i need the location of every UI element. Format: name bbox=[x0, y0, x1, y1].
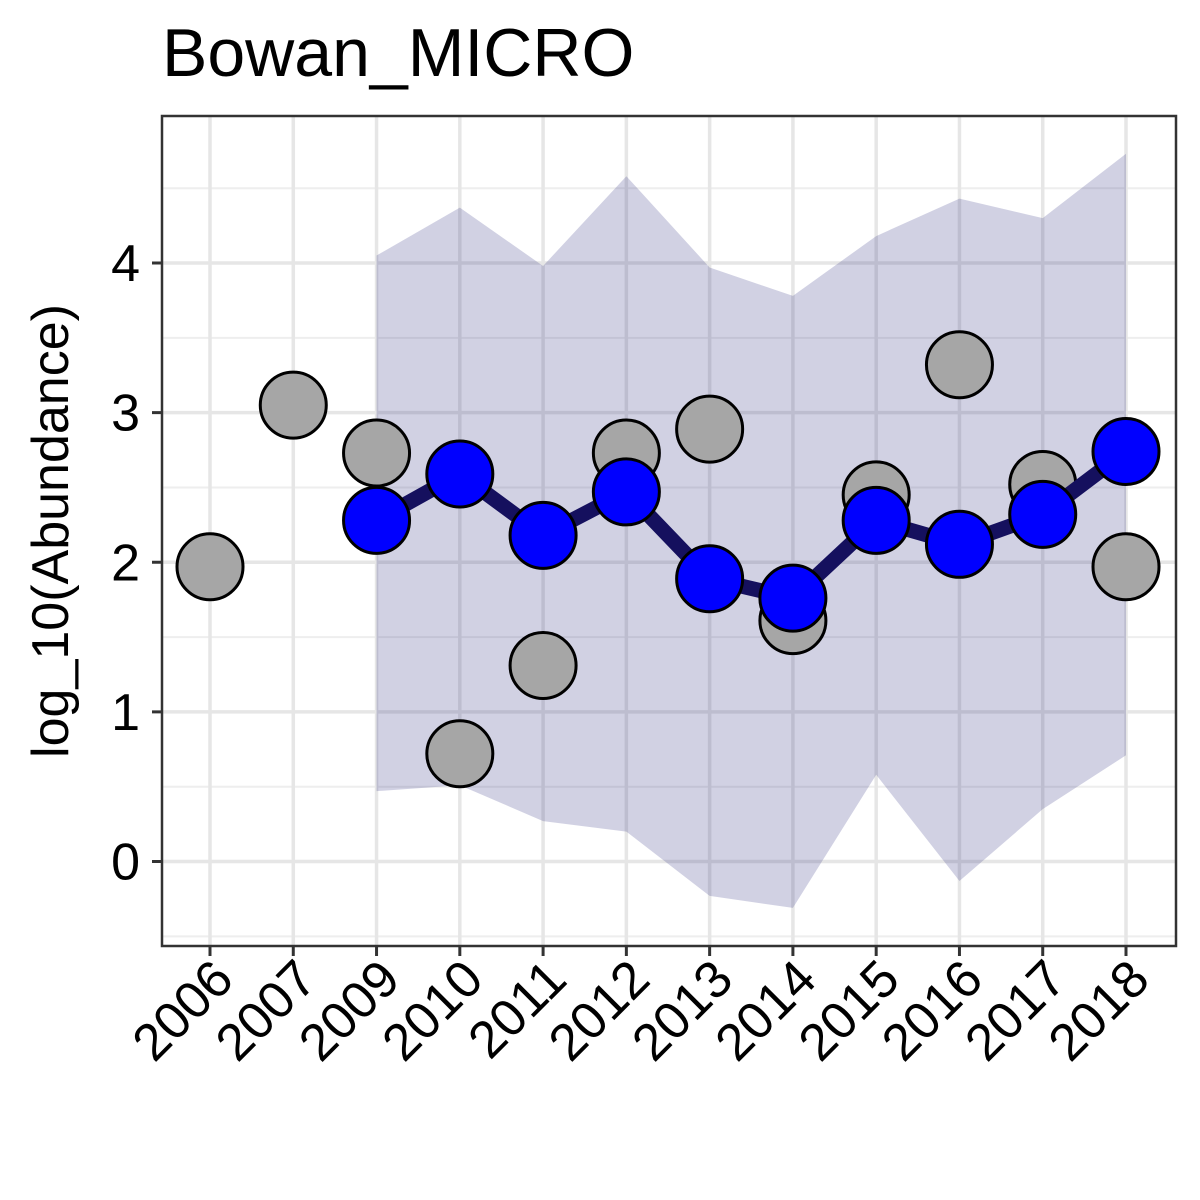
fitted-line bbox=[372, 445, 1131, 606]
fitted-point bbox=[758, 563, 828, 633]
observed-point bbox=[342, 418, 412, 488]
y-tick-label: 0 bbox=[111, 834, 140, 892]
panel-border bbox=[160, 114, 1178, 948]
observed-point bbox=[258, 370, 328, 440]
fitted-point bbox=[508, 500, 578, 570]
y-tick-label: 1 bbox=[111, 684, 140, 742]
y-tick-label: 2 bbox=[111, 534, 140, 592]
observed-point bbox=[924, 330, 994, 400]
observed-point bbox=[675, 394, 745, 464]
chart-title: Bowan_MICRO bbox=[162, 15, 634, 91]
fitted-point bbox=[425, 439, 495, 509]
plot-panel bbox=[160, 114, 1178, 948]
fitted-point bbox=[675, 544, 745, 614]
observed-point bbox=[175, 532, 245, 602]
fitted-point bbox=[841, 485, 911, 555]
fitted-point bbox=[1008, 479, 1078, 549]
fitted-point bbox=[591, 457, 661, 527]
fitted-point bbox=[924, 509, 994, 579]
y-tick-label: 3 bbox=[111, 385, 140, 443]
fitted-point bbox=[342, 485, 412, 555]
fitted-point bbox=[1091, 417, 1161, 487]
y-tick-label: 4 bbox=[111, 235, 140, 293]
y-axis-label: log_10(Abundance) bbox=[22, 304, 80, 758]
observed-point bbox=[508, 630, 578, 700]
observed-point bbox=[1091, 532, 1161, 602]
observed-point bbox=[425, 719, 495, 789]
